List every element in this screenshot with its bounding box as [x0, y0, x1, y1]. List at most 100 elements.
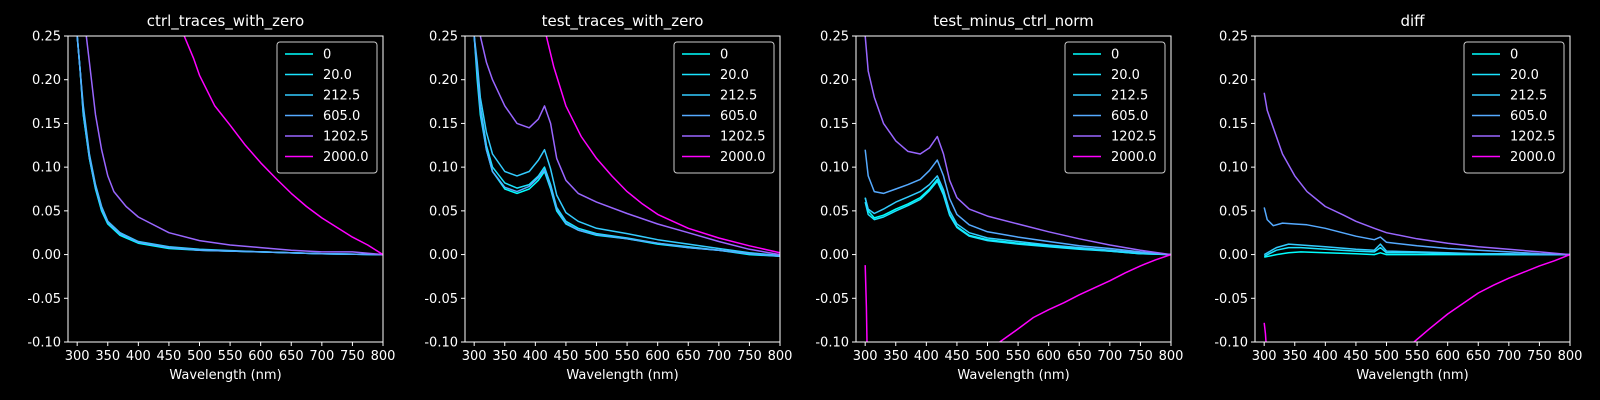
series-line-1202-5	[1263, 92, 1570, 256]
x-tick-label: 700	[706, 349, 731, 364]
x-tick-label: 400	[914, 349, 939, 364]
y-tick-label: 0.10	[429, 161, 458, 176]
series-line-212-5	[473, 36, 780, 257]
y-tick-label: 0.25	[820, 30, 849, 45]
chart-panel-2: test_traces_with_zero 300 350 400 450 500 550 6…	[424, 12, 792, 383]
legend-entry: 2000.0	[1510, 150, 1556, 165]
chart-title: diff	[1400, 12, 1425, 30]
x-tick-label: 400	[126, 349, 151, 364]
series-line-212-5	[1263, 243, 1570, 256]
x-tick-label: 700	[309, 349, 334, 364]
y-tick-label: 0.20	[32, 73, 61, 88]
y-tick-label: -0.10	[1214, 336, 1248, 351]
axes-frame	[855, 35, 1172, 343]
x-tick-label: 350	[1282, 349, 1307, 364]
legend-entry: 2000.0	[1111, 150, 1157, 165]
y-tick-label: -0.10	[27, 336, 61, 351]
x-tick-label: 550	[1006, 349, 1031, 364]
y-tick-label: 0.15	[429, 117, 458, 132]
series-line-605-0	[76, 36, 383, 256]
legend-entry: 605.0	[1111, 109, 1148, 124]
x-tick-label: 800	[371, 349, 396, 364]
series-line-605-0	[473, 36, 780, 258]
x-tick-label: 450	[1344, 349, 1369, 364]
y-tick-label: 0.05	[820, 204, 849, 219]
chart-title: ctrl_traces_with_zero	[147, 12, 304, 31]
y-tick-label: 0.00	[1219, 248, 1248, 263]
x-tick-label: 500	[187, 349, 212, 364]
series-line-segment-6	[999, 253, 1171, 342]
series-line-2000-0	[183, 36, 383, 256]
series-line-1202-5	[479, 36, 780, 256]
axes-frame	[67, 35, 384, 343]
legend-entry: 212.5	[1510, 89, 1547, 104]
x-tick-label: 550	[1405, 349, 1430, 364]
x-tick-label: 750	[340, 349, 365, 364]
chart-panel-3: test_minus_ctrl_norm 300 350 400 450 500 550 60…	[815, 12, 1183, 383]
series-line-605-0	[864, 149, 1171, 256]
series-line-1202-5	[85, 36, 383, 256]
series-line-2000-0	[864, 265, 868, 342]
x-tick-label: 650	[676, 349, 701, 364]
series-line-segment-6	[1413, 253, 1570, 342]
axes-frame	[464, 35, 781, 343]
x-tick-label: 550	[218, 349, 243, 364]
x-tick-label: 350	[492, 349, 517, 364]
x-tick-label: 300	[65, 349, 90, 364]
x-tick-label: 350	[95, 349, 120, 364]
y-tick-label: -0.05	[1214, 292, 1248, 307]
x-tick-label: 650	[279, 349, 304, 364]
legend-entry: 0	[323, 48, 331, 63]
y-tick-label: 0.20	[429, 73, 458, 88]
legend-entry: 20.0	[720, 68, 749, 83]
y-tick-label: 0.15	[820, 117, 849, 132]
x-tick-label: 600	[645, 349, 670, 364]
legend: 0 20.0 212.5 605.0 1202.5 2000.0	[276, 41, 378, 174]
y-tick-label: 0.15	[32, 117, 61, 132]
x-tick-label: 600	[1036, 349, 1061, 364]
x-tick-label: 400	[1313, 349, 1338, 364]
y-tick-label: 0.00	[32, 248, 61, 263]
x-tick-label: 800	[1159, 349, 1184, 364]
y-tick-label: -0.10	[815, 336, 849, 351]
y-tick-label: -0.05	[815, 292, 849, 307]
legend-entry: 1202.5	[1111, 130, 1157, 145]
series-line-605-0	[1263, 207, 1570, 256]
legend-entry: 605.0	[1510, 109, 1547, 124]
legend-entry: 2000.0	[720, 150, 766, 165]
x-tick-label: 800	[1558, 349, 1583, 364]
x-axis-label: Wavelength (nm)	[1356, 368, 1468, 383]
legend-entry: 20.0	[1111, 68, 1140, 83]
x-tick-label: 550	[615, 349, 640, 364]
x-tick-label: 300	[462, 349, 487, 364]
series-group	[76, 36, 383, 256]
series-line-212-5	[864, 175, 1171, 256]
series-line-2000-0	[545, 36, 780, 254]
legend-entry: 212.5	[1111, 89, 1148, 104]
legend: 0 20.0 212.5 605.0 1202.5 2000.0	[673, 41, 775, 174]
y-tick-label: 0.20	[1219, 73, 1248, 88]
y-tick-label: -0.05	[424, 292, 458, 307]
y-tick-label: 0.00	[429, 248, 458, 263]
series-group	[473, 36, 780, 258]
series-line-20-0	[864, 180, 1171, 256]
y-tick-label: 0.05	[1219, 204, 1248, 219]
x-tick-label: 500	[975, 349, 1000, 364]
legend-entry: 20.0	[1510, 68, 1539, 83]
x-tick-label: 500	[584, 349, 609, 364]
chart-panel-4: diff 300 350 400 450 500 550 600 650 700 750 800 -0.…	[1214, 12, 1582, 383]
chart-panel-1: ctrl_traces_with_zero 300 350 400 450 500 550 6…	[27, 12, 395, 383]
y-tick-label: 0.25	[1219, 30, 1248, 45]
x-tick-label: 750	[1527, 349, 1552, 364]
x-axis-label: Wavelength (nm)	[169, 368, 281, 383]
y-tick-label: 0.10	[32, 161, 61, 176]
y-tick-label: 0.05	[429, 204, 458, 219]
series-line-1202-5	[864, 36, 1171, 256]
x-tick-label: 450	[554, 349, 579, 364]
y-tick-label: 0.10	[1219, 161, 1248, 176]
legend-entry: 1202.5	[323, 130, 369, 145]
y-tick-label: 0.20	[820, 73, 849, 88]
x-tick-label: 800	[768, 349, 793, 364]
x-tick-label: 600	[248, 349, 273, 364]
